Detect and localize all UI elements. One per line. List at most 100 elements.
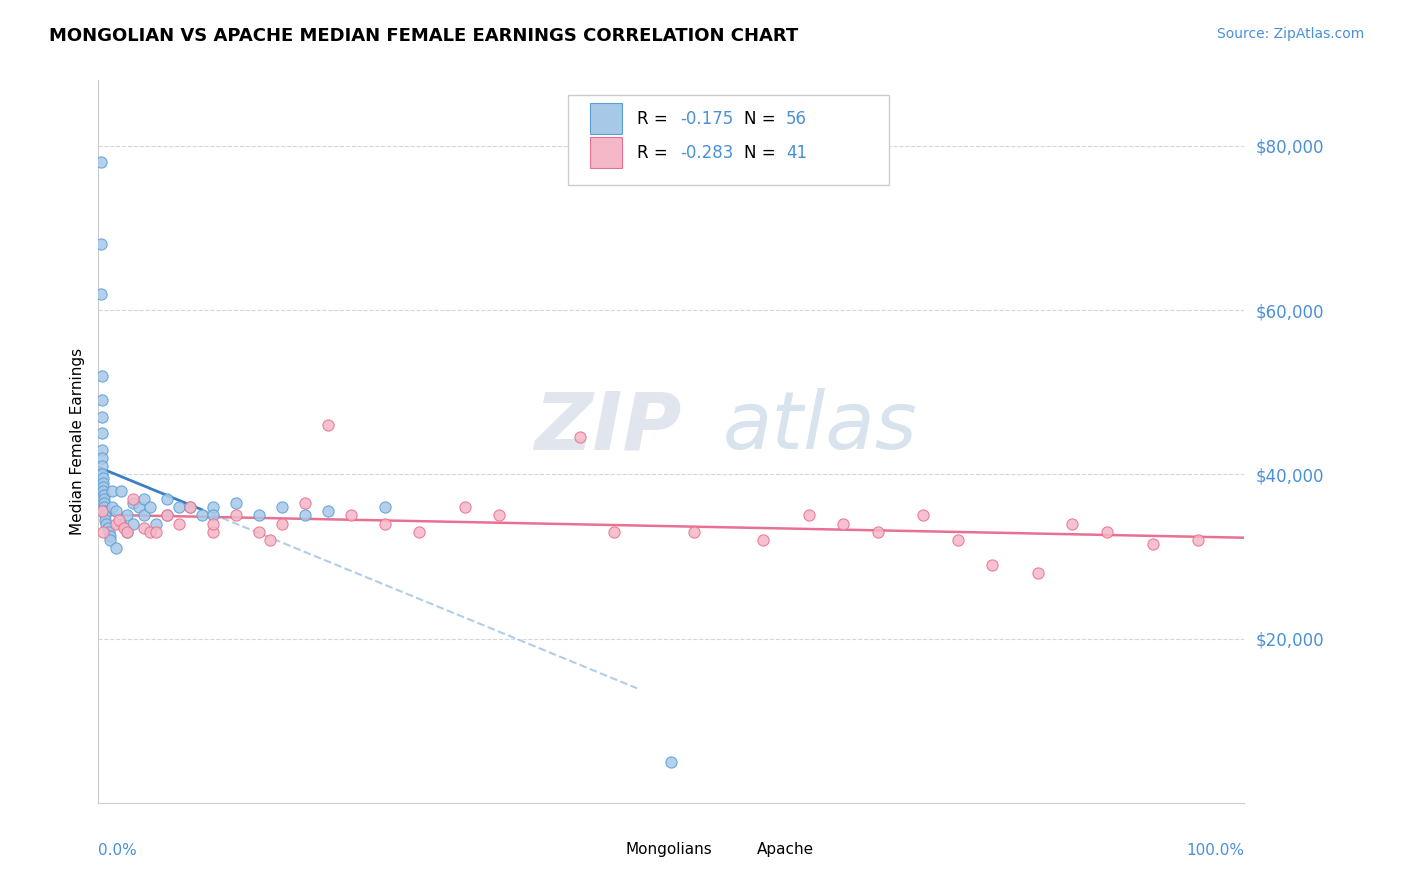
Point (1095, 524, 1118, 539)
Point (683, 524, 706, 539)
Text: -0.283: -0.283 (681, 144, 734, 161)
Point (981, 558, 1004, 572)
Text: N =: N = (744, 110, 780, 128)
Point (101, 500, 124, 515)
Point (104, 516, 127, 531)
Point (1026, 566, 1049, 580)
Text: ZIP: ZIP (534, 388, 682, 467)
Text: atlas: atlas (723, 388, 918, 467)
Point (202, 500, 225, 515)
Point (145, 516, 167, 531)
Point (91, 483, 114, 498)
Point (134, 508, 156, 523)
Point (139, 524, 162, 539)
Point (202, 508, 225, 523)
Point (96, 516, 118, 531)
Point (866, 524, 889, 539)
Point (190, 508, 212, 523)
Text: MONGOLIAN VS APACHE MEDIAN FEMALE EARNINGS CORRELATION CHART: MONGOLIAN VS APACHE MEDIAN FEMALE EARNIN… (49, 27, 799, 45)
Point (121, 516, 143, 531)
FancyBboxPatch shape (591, 836, 616, 863)
Point (98, 533, 121, 547)
Point (104, 504, 127, 518)
Text: R =: R = (637, 110, 673, 128)
Point (115, 524, 138, 539)
Point (139, 500, 162, 515)
Point (90, 442, 112, 457)
Point (247, 524, 270, 539)
Point (259, 533, 281, 547)
Point (91, 471, 114, 485)
Point (98, 529, 121, 543)
Point (90, 459, 112, 474)
Point (294, 496, 316, 510)
Point (90, 409, 112, 424)
Point (104, 541, 127, 556)
Point (121, 491, 143, 506)
Point (202, 524, 225, 539)
Point (91, 475, 114, 490)
Text: N =: N = (744, 144, 780, 161)
Point (108, 512, 131, 526)
Point (339, 508, 361, 523)
Point (128, 500, 150, 515)
Text: R =: R = (637, 144, 673, 161)
Point (97, 521, 120, 535)
Point (134, 491, 156, 506)
Point (1062, 516, 1084, 531)
Text: 41: 41 (786, 144, 807, 161)
Text: Source: ZipAtlas.com: Source: ZipAtlas.com (1216, 27, 1364, 41)
Point (1142, 537, 1164, 551)
Point (93, 504, 115, 518)
Text: Apache: Apache (758, 842, 814, 857)
Text: -0.175: -0.175 (681, 110, 734, 128)
Point (374, 516, 396, 531)
Point (408, 524, 430, 539)
Point (110, 516, 132, 531)
Point (121, 496, 143, 510)
Point (270, 500, 292, 515)
Point (316, 504, 339, 518)
Point (90, 467, 112, 482)
Point (90, 450, 112, 465)
FancyBboxPatch shape (591, 137, 621, 168)
Point (316, 418, 339, 433)
FancyBboxPatch shape (568, 95, 889, 185)
Point (90, 426, 112, 441)
Point (1187, 533, 1209, 547)
Point (179, 500, 201, 515)
Point (101, 483, 124, 498)
Point (156, 491, 179, 506)
FancyBboxPatch shape (591, 103, 621, 134)
Point (112, 521, 135, 535)
Point (94, 512, 117, 526)
Point (97, 524, 120, 539)
Point (568, 430, 591, 444)
Point (946, 533, 969, 547)
Point (202, 516, 225, 531)
Point (294, 508, 316, 523)
Point (167, 500, 190, 515)
FancyBboxPatch shape (723, 836, 748, 863)
Point (912, 508, 935, 523)
Point (454, 500, 477, 515)
Point (94, 508, 117, 523)
Point (225, 508, 247, 523)
Text: 0.0%: 0.0% (98, 843, 138, 857)
Point (270, 516, 292, 531)
Point (115, 508, 138, 523)
Text: 56: 56 (786, 110, 807, 128)
Y-axis label: Median Female Earnings: Median Female Earnings (69, 348, 84, 535)
Point (90, 237, 112, 252)
Point (90, 155, 112, 169)
Point (752, 533, 775, 547)
Point (156, 508, 179, 523)
Point (797, 508, 820, 523)
Point (603, 524, 626, 539)
Point (110, 483, 132, 498)
Point (90, 286, 112, 301)
Point (91, 480, 114, 494)
Point (115, 524, 138, 539)
Text: Mongolians: Mongolians (626, 842, 713, 857)
Point (374, 500, 396, 515)
